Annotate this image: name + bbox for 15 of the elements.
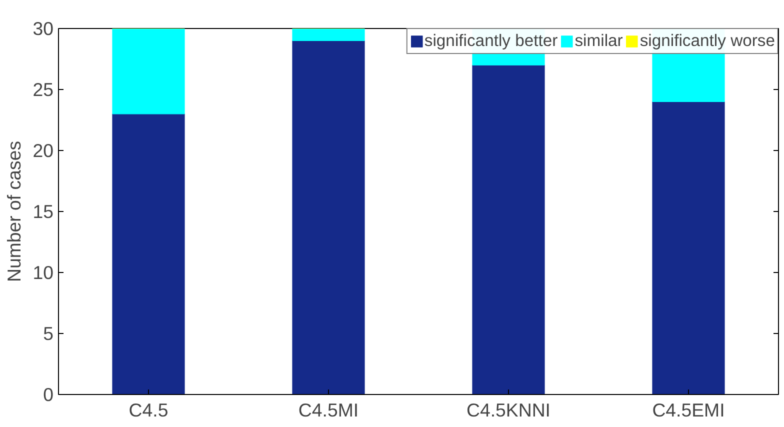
- legend-label: significantly better: [424, 31, 558, 51]
- y-tick-label: 25: [32, 79, 54, 100]
- x-tick-label: C4.5: [128, 400, 168, 420]
- y-tick-label: 15: [32, 201, 54, 222]
- x-tick-label: C4.5MI: [298, 400, 359, 420]
- x-tick-label: C4.5KNNI: [466, 400, 550, 420]
- y-axis-title: Number of cases: [4, 140, 25, 282]
- y-tick-label: 5: [43, 323, 54, 344]
- y-tick-label: 10: [32, 262, 54, 283]
- x-tick-label: C4.5EMI: [652, 400, 725, 420]
- y-tick-label: 0: [43, 384, 54, 405]
- legend-label: similar: [574, 31, 623, 51]
- legend-label: significantly worse: [640, 31, 775, 51]
- y-tick-label: 30: [32, 18, 54, 39]
- y-tick-label: 20: [32, 140, 54, 161]
